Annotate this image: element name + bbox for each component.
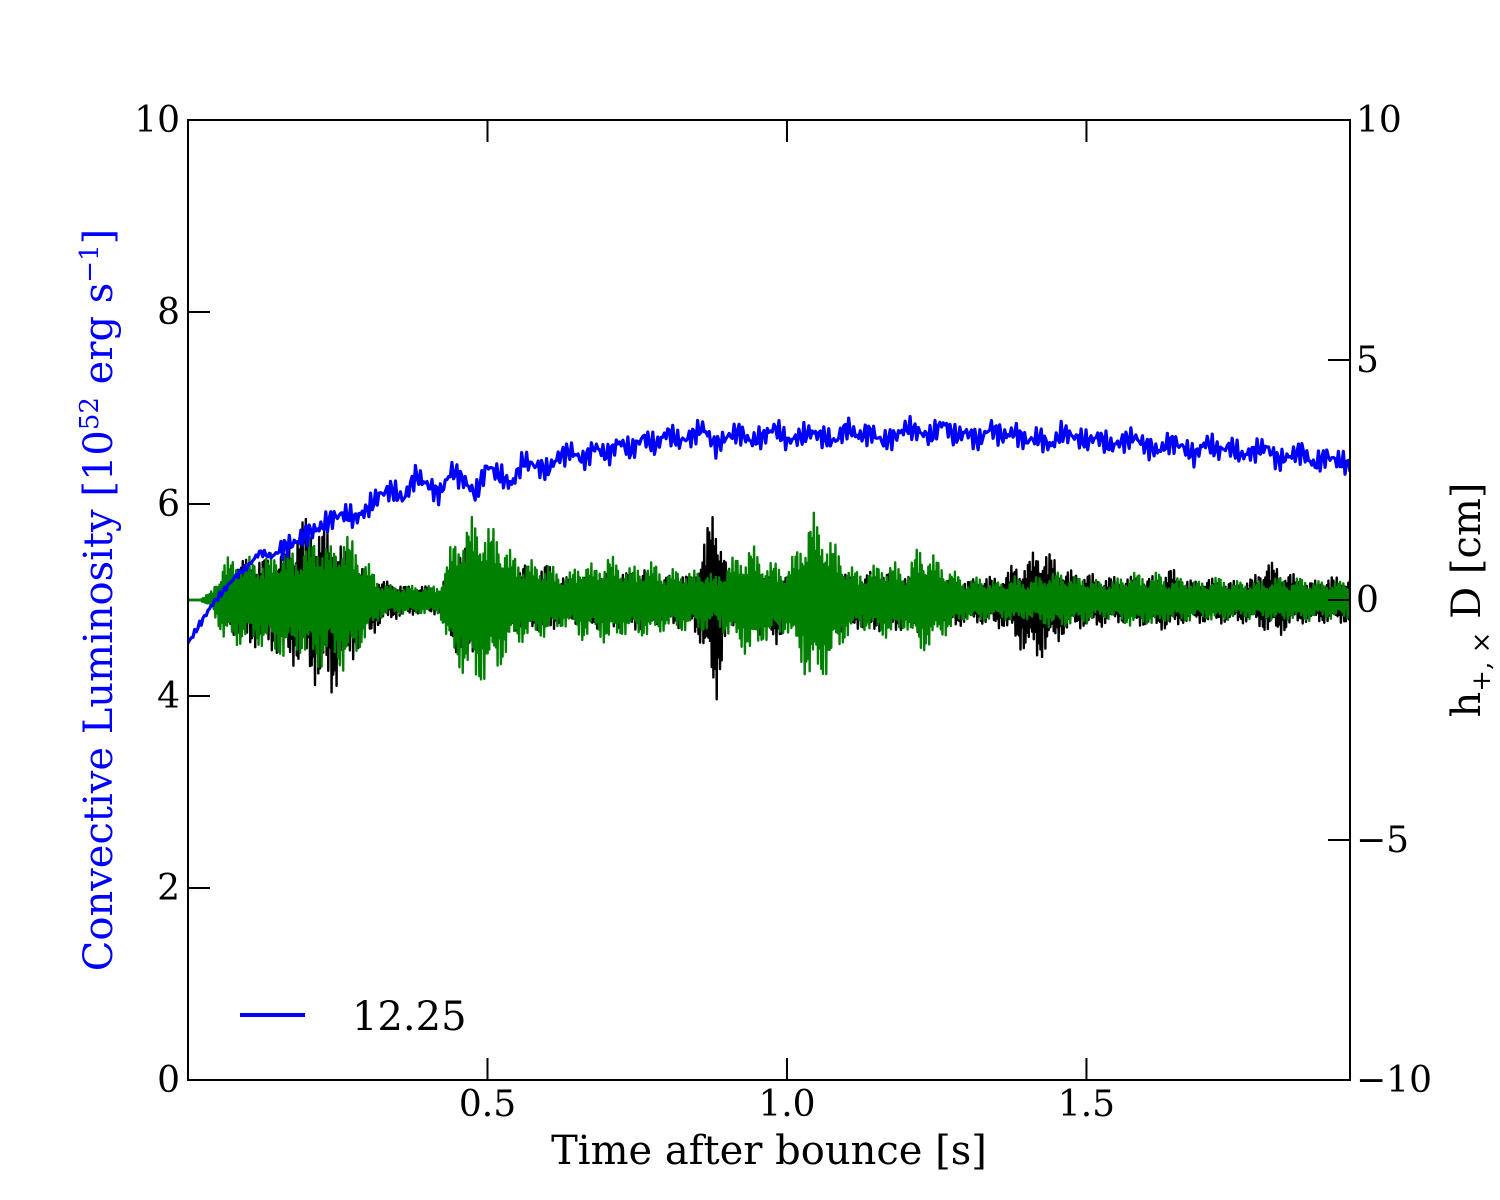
x-tick-label-1: 1.0 (758, 1084, 815, 1125)
series-line-luminosity-12-25 (188, 414, 1350, 644)
y-right-tick-label-1: −5 (1356, 820, 1409, 861)
y-right-tick-label-3: 5 (1356, 340, 1379, 381)
y-left-tick-label-4: 8 (157, 292, 180, 333)
y-left-title-prefix: Convective Luminosity [10 (76, 430, 122, 971)
y-right-tick-label-0: −10 (1356, 1060, 1432, 1101)
legend: 12.25 (240, 994, 467, 1040)
y-left-tick-label-0: 0 (157, 1060, 180, 1101)
y-left-tick-label-3: 6 (157, 484, 180, 525)
ticks-layer: 0.5 1.0 1.5 0 2 4 6 8 10 −10 −5 0 5 10 (134, 100, 1432, 1125)
y-right-tick-label-2: 0 (1356, 580, 1379, 621)
y-right-title-base: h (1444, 692, 1490, 718)
x-tick-label-0: 0.5 (459, 1084, 516, 1125)
legend-label-12-25: 12.25 (352, 994, 467, 1040)
series-line-2 (188, 511, 1350, 681)
y-right-title-subscript: +, × (1467, 632, 1497, 692)
y-left-tick-label-5: 10 (134, 100, 180, 141)
y-axis-right-title: h+, × D [cm] (1444, 483, 1497, 718)
x-axis-title: Time after bounce [s] (551, 1128, 987, 1174)
y-left-title-exponent: 52 (75, 397, 105, 430)
y-left-title-suffix: ] (76, 229, 122, 245)
y-left-title-exponent2: −1 (75, 244, 105, 282)
y-right-title-suffix: D [cm] (1444, 483, 1490, 632)
y-right-tick-label-4: 10 (1356, 100, 1402, 141)
y-left-tick-label-2: 4 (157, 676, 180, 717)
series-layer (188, 414, 1350, 701)
x-tick-label-2: 1.5 (1058, 1084, 1115, 1125)
y-axis-left-title: Convective Luminosity [1052 erg s−1] (75, 229, 122, 971)
y-left-title-middle: erg s (76, 283, 122, 397)
y-left-tick-label-1: 2 (157, 868, 180, 909)
